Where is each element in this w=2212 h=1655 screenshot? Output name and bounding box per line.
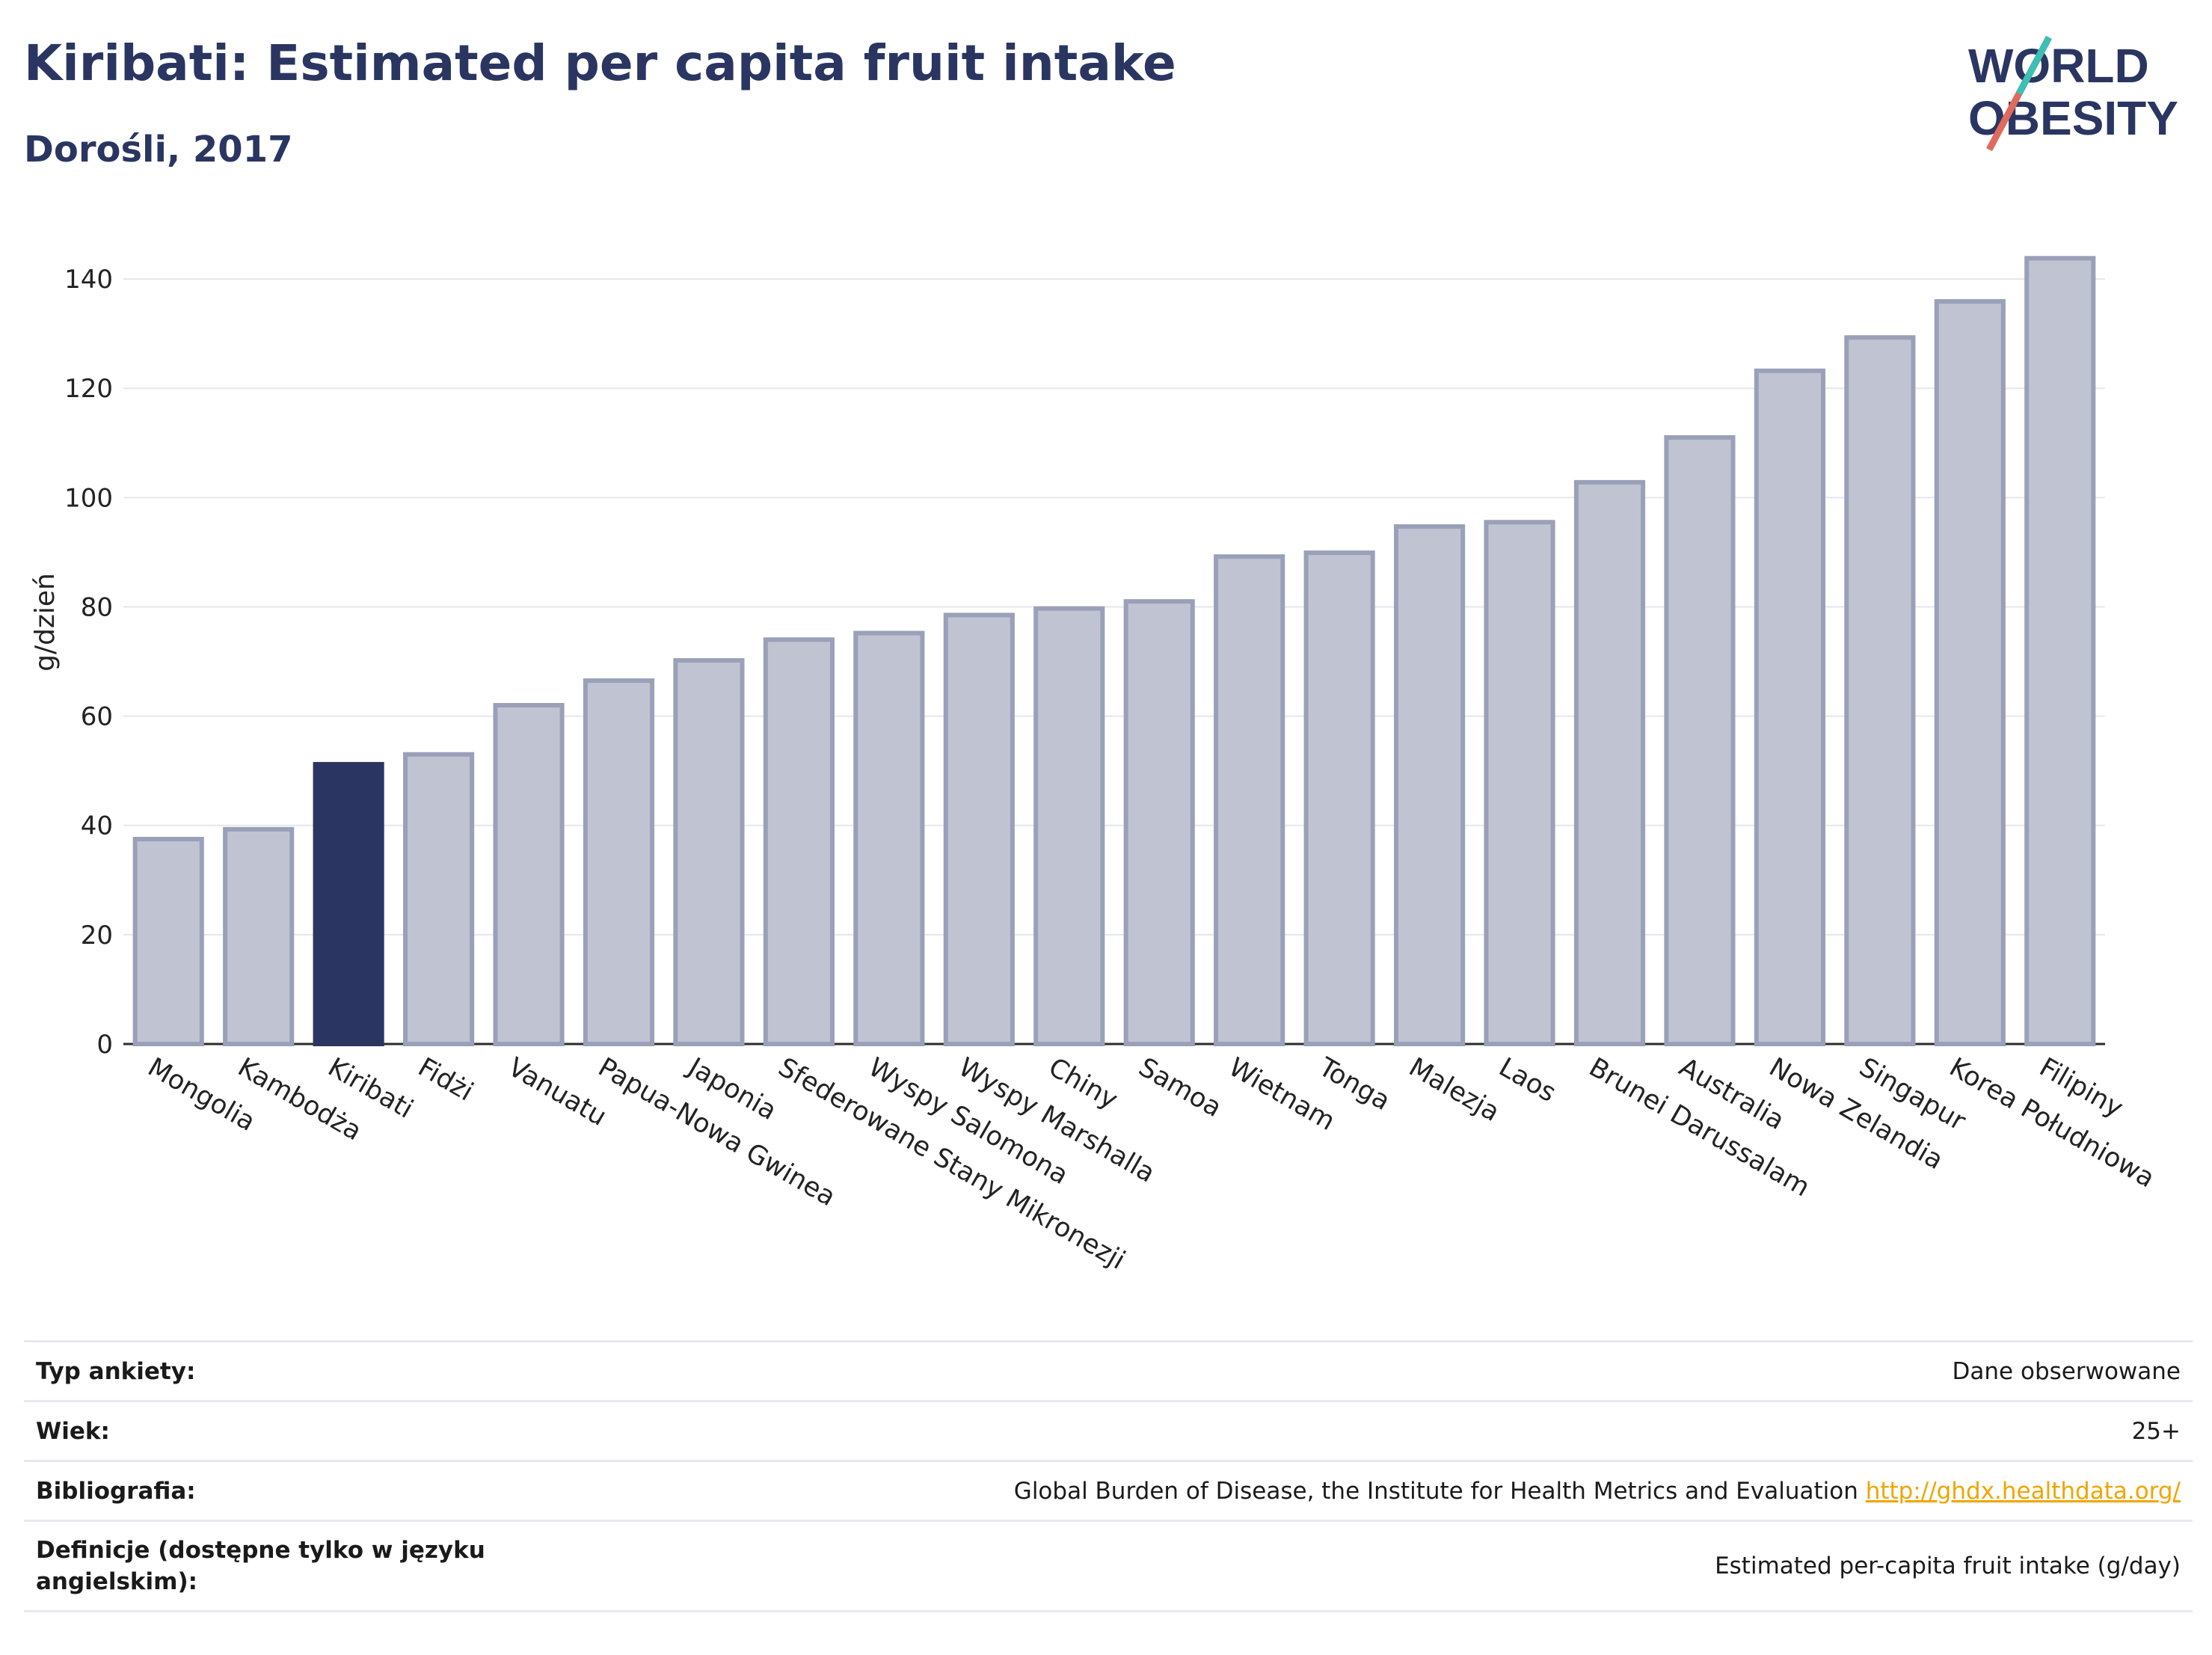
bar-australia — [1664, 435, 1736, 1046]
bar-nowa-zelandia — [1754, 368, 1825, 1046]
y-tick-label: 60 — [81, 702, 113, 732]
y-axis-label: g/dzień — [30, 573, 61, 672]
meta-label: Wiek: — [36, 1417, 110, 1445]
metadata-table: Typ ankiety: Dane obserwowane Wiek: 25+ … — [24, 1340, 2193, 1612]
bar-filipiny — [2024, 256, 2096, 1046]
bar-papua-nowa-gwinea — [583, 678, 655, 1047]
bar-malezja — [1394, 524, 1466, 1046]
bar-samoa — [1123, 599, 1195, 1046]
meta-value: Global Burden of Disease, the Institute … — [1014, 1478, 2193, 1505]
bar-chiny — [1033, 606, 1105, 1046]
meta-label: Typ ankiety: — [36, 1357, 196, 1385]
y-tick-label: 100 — [64, 483, 113, 513]
meta-label: Bibliografia: — [36, 1477, 196, 1505]
meta-value: Dane obserwowane — [1952, 1357, 2181, 1385]
y-tick-label: 40 — [81, 811, 113, 841]
meta-value: 25+ — [2131, 1417, 2181, 1445]
bar-mongolia — [132, 837, 204, 1046]
bar-fidżi — [403, 752, 475, 1046]
bar-laos — [1484, 520, 1555, 1046]
bar-wyspy-salomona — [853, 630, 925, 1046]
meta-value: Estimated per-capita fruit intake (g/day… — [1715, 1553, 2181, 1579]
bar-brunei-darussalam — [1573, 479, 1646, 1046]
bar-vanuatu — [493, 702, 565, 1047]
bar-singapur — [1844, 335, 1916, 1046]
source-link[interactable]: http://ghdx.healthdata.org/ — [1865, 1477, 2181, 1505]
meta-row-bibliography: Bibliografia: Global Burden of Disease, … — [24, 1460, 2193, 1520]
meta-label: Definicje (dostępne tylko w języku angie… — [36, 1537, 485, 1595]
y-tick-label: 140 — [64, 265, 113, 295]
page-subtitle: Dorośli, 2017 — [24, 129, 293, 171]
world-obesity-logo: WORLD OBESITY — [1968, 35, 2178, 152]
x-tick-label: Vanuatu — [503, 1052, 612, 1132]
x-tick-label: Malezja — [1404, 1052, 1505, 1128]
bar-wyspy-marshalla — [943, 612, 1015, 1046]
bar-kambodża — [223, 826, 295, 1047]
svg-text:WORLD: WORLD — [1968, 39, 2149, 93]
bar-japonia — [673, 658, 745, 1046]
page-title: Kiribati: Estimated per capita fruit int… — [24, 34, 1176, 92]
bar-wietnam — [1214, 554, 1285, 1046]
meta-row-survey-type: Typ ankiety: Dane obserwowane — [24, 1340, 2193, 1400]
y-tick-label: 120 — [64, 374, 113, 404]
x-tick-label: Laos — [1494, 1052, 1561, 1108]
y-tick-label: 20 — [81, 921, 113, 951]
bar-sfederowane-stany-mikronezji — [763, 637, 835, 1046]
x-tick-label: Fidżi — [413, 1052, 478, 1107]
meta-row-age: Wiek: 25+ — [24, 1400, 2193, 1460]
y-tick-label: 80 — [81, 592, 113, 622]
bar-tonga — [1303, 550, 1375, 1046]
x-tick-label: Samoa — [1134, 1052, 1226, 1123]
y-tick-label: 0 — [96, 1030, 113, 1060]
bar-korea-południowa — [1934, 299, 2006, 1046]
bar-kiribati — [313, 761, 384, 1046]
meta-row-definitions: Definicje (dostępne tylko w języku angie… — [24, 1520, 2193, 1612]
bibliography-text: Global Burden of Disease, the Institute … — [1013, 1477, 1858, 1505]
